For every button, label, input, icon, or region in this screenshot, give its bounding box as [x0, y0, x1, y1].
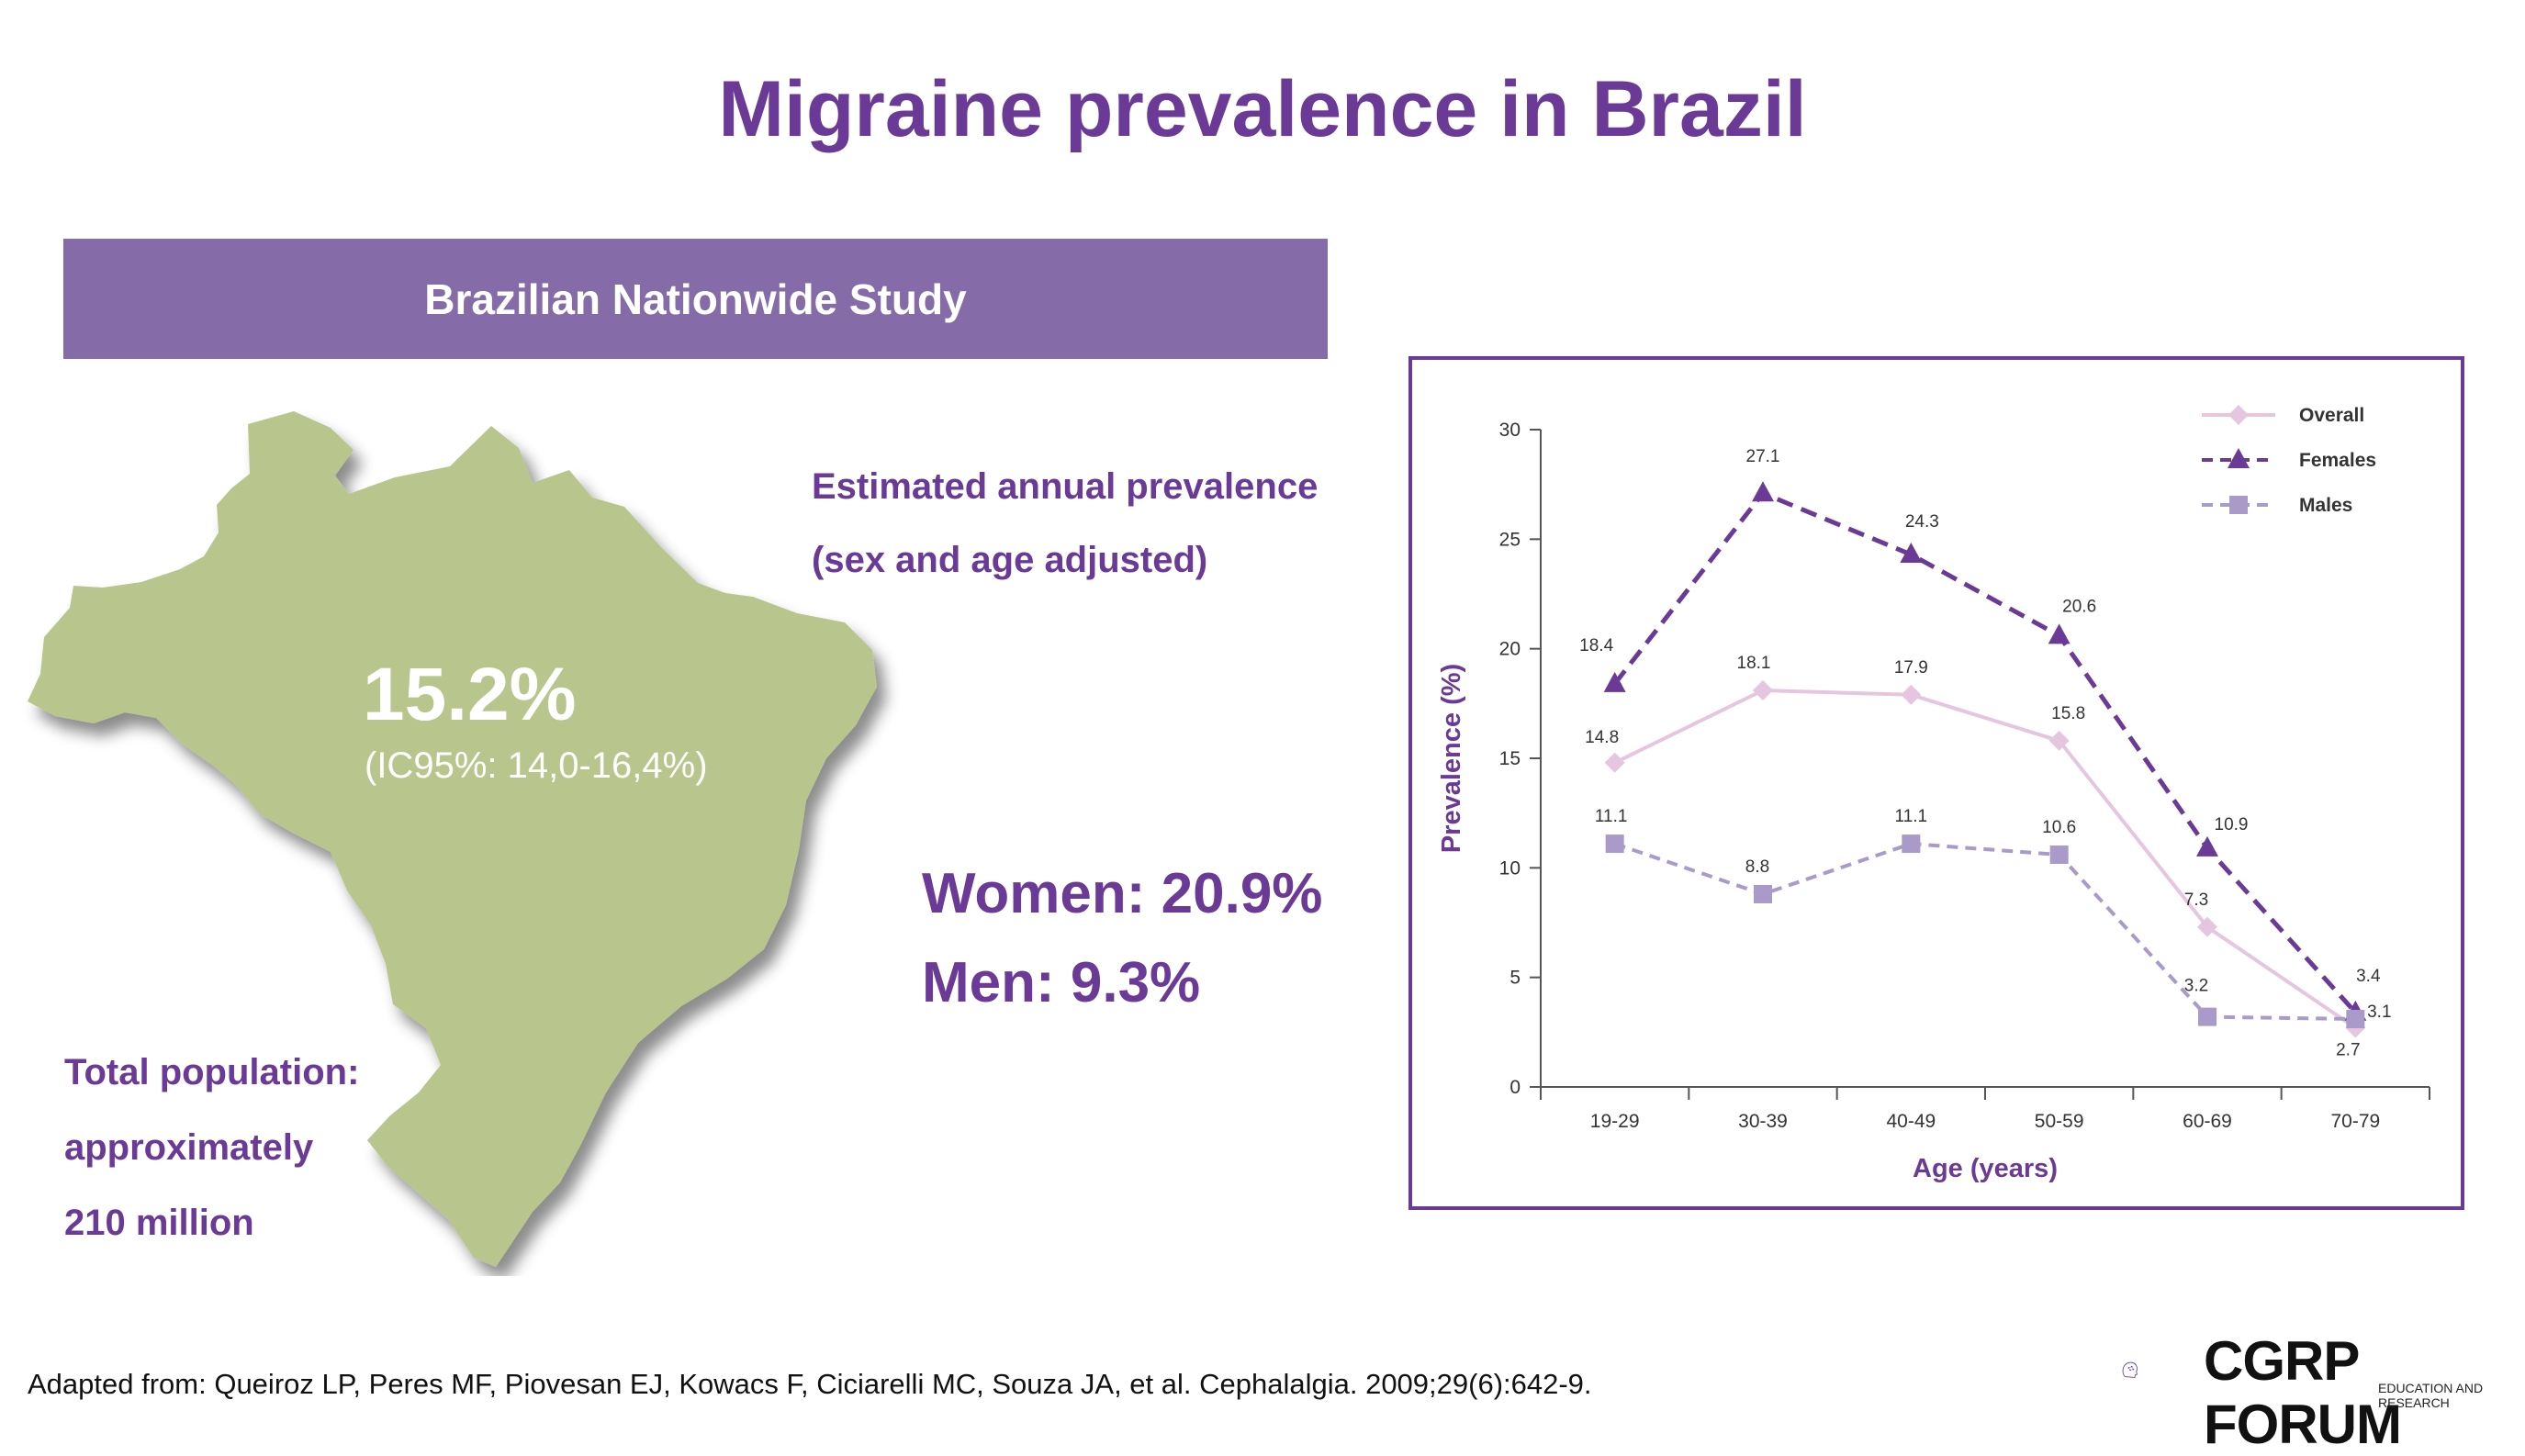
data-point-females	[2196, 835, 2218, 857]
data-point-males	[2198, 1007, 2216, 1026]
data-point-males	[1902, 834, 1921, 854]
data-label-males: 11.1	[1895, 807, 1928, 826]
data-label-overall: 7.3	[2184, 890, 2208, 910]
data-label-overall: 15.8	[2051, 704, 2085, 723]
data-point-females	[2048, 623, 2070, 644]
data-label-overall: 2.7	[2336, 1041, 2360, 1060]
data-label-males: 8.8	[1745, 857, 1769, 877]
x-tick-label: 70-79	[2330, 1111, 2380, 1132]
data-label-females: 24.3	[1905, 512, 1939, 532]
overall-prevalence: 15.2%	[363, 653, 577, 736]
footer-reference: Adapted from: Queiroz LP, Peres MF, Piov…	[28, 1368, 1592, 1400]
x-tick-label: 30-39	[1738, 1111, 1788, 1132]
legend-marker-males	[2229, 496, 2248, 514]
estimated-label-line2: (sex and age adjusted)	[812, 540, 1208, 580]
data-point-females	[1900, 543, 1923, 564]
y-tick-label: 30	[1499, 420, 1521, 441]
data-point-overall	[1753, 680, 1773, 701]
data-label-females: 20.6	[2062, 597, 2096, 616]
y-tick-label: 0	[1509, 1077, 1521, 1098]
y-axis-label: Prevalence (%)	[1437, 664, 1466, 853]
logo-subtitle: EDUCATION AND RESEARCH	[2378, 1381, 2484, 1410]
population-line3: 210 million	[64, 1203, 254, 1243]
data-label-females: 27.1	[1746, 447, 1780, 466]
x-tick-label: 60-69	[2183, 1111, 2232, 1132]
legend-label-females: Females	[2299, 450, 2376, 471]
data-label-males: 11.1	[1595, 807, 1628, 826]
series-line-females	[1612, 490, 2358, 1014]
series-line-overall	[1613, 688, 2357, 1030]
confidence-interval: (IC95%: 14,0-16,4%)	[365, 745, 708, 786]
men-prevalence: Men: 9.3%	[922, 951, 1201, 1014]
legend-label-males: Males	[2299, 495, 2352, 516]
data-label-overall: 14.8	[1585, 728, 1619, 747]
series-line-males	[1614, 842, 2356, 1022]
women-prevalence: Women: 20.9%	[922, 862, 1323, 925]
x-tick-label: 50-59	[2035, 1111, 2084, 1132]
brain-logo-icon	[2122, 1361, 2138, 1378]
y-tick-label: 25	[1499, 529, 1521, 550]
study-banner: Brazilian Nationwide Study	[63, 239, 1328, 359]
x-axis-label: Age (years)	[1913, 1154, 2058, 1183]
y-tick-label: 15	[1499, 748, 1521, 769]
population-line2: approximately	[64, 1127, 314, 1168]
chart-frame: 0 5 10 15 20 25 30 19-29 30-39 40-49 50-59 60-69 70-…	[1408, 356, 2464, 1210]
data-label-overall: 17.9	[1894, 658, 1928, 678]
data-label-females: 10.9	[2215, 815, 2249, 834]
data-label-males: 3.1	[2367, 1002, 2391, 1022]
y-tick-label: 10	[1499, 857, 1521, 879]
prevalence-line-chart: 0 5 10 15 20 25 30 19-29 30-39 40-49 50-59 60-69 70-…	[1437, 405, 2430, 1183]
population-line1: Total population:	[64, 1052, 360, 1092]
data-point-females	[1752, 481, 1774, 502]
y-tick-label: 20	[1499, 639, 1521, 660]
data-point-males	[2049, 846, 2069, 865]
legend-marker-females	[2228, 448, 2250, 468]
data-label-overall: 18.1	[1737, 654, 1771, 673]
data-point-overall	[2048, 730, 2070, 751]
legend-marker-overall	[2228, 405, 2249, 425]
legend-label-overall: Overall	[2299, 405, 2364, 426]
banner-label: Brazilian Nationwide Study	[424, 274, 967, 323]
brazil-map-icon	[28, 411, 877, 1267]
data-label-males: 10.6	[2042, 818, 2076, 837]
data-point-overall	[1604, 752, 1625, 773]
data-label-females: 18.4	[1579, 636, 1613, 655]
data-point-males	[1605, 834, 1624, 854]
estimated-label-line1: Estimated annual prevalence	[812, 466, 1319, 507]
data-point-females	[1603, 671, 1626, 692]
x-tick-label: 19-29	[1590, 1111, 1640, 1132]
data-label-males: 3.2	[2184, 977, 2208, 996]
x-tick-label: 40-49	[1886, 1111, 1936, 1132]
y-tick-label: 5	[1509, 968, 1521, 989]
data-point-overall	[2197, 916, 2217, 937]
data-point-overall	[1901, 684, 1922, 705]
data-point-males	[2346, 1010, 2365, 1029]
data-label-females: 3.4	[2356, 967, 2381, 986]
data-point-males	[1754, 884, 1772, 903]
page-title: Migraine prevalence in Brazil	[718, 65, 1807, 153]
